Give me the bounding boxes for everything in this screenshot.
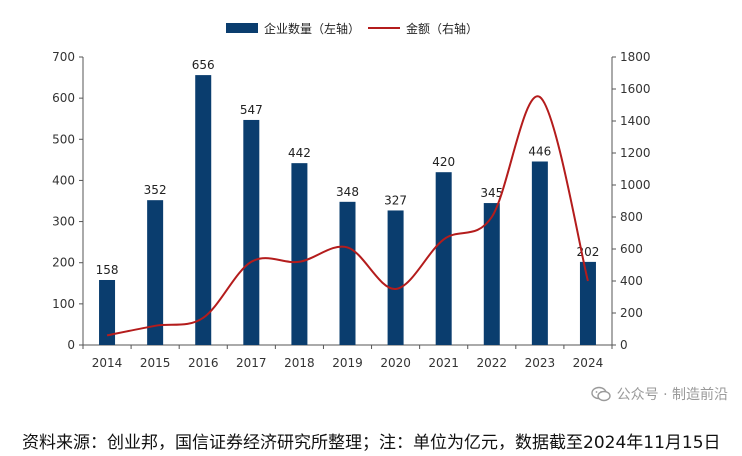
y-left-tick-label: 500: [52, 132, 75, 146]
y-left-tick-label: 300: [52, 215, 75, 229]
y-right-tick-label: 1800: [620, 50, 651, 64]
source-note: 资料来源：创业邦，国信证券经济研究所整理；注：单位为亿元，数据截至2024年11…: [22, 433, 721, 453]
bar: [483, 203, 500, 345]
x-tick-label: 2021: [428, 356, 459, 370]
bar: [99, 279, 116, 345]
bar-data-label: 348: [336, 185, 359, 199]
y-right-tick-label: 1000: [620, 178, 651, 192]
bar-data-label: 547: [240, 103, 263, 117]
y-right-tick-label: 1600: [620, 82, 651, 96]
y-left-tick-label: 700: [52, 50, 75, 64]
y-left-tick-label: 400: [52, 173, 75, 187]
y-right-tick-label: 600: [620, 242, 643, 256]
x-tick-label: 2017: [236, 356, 267, 370]
bar: [435, 172, 452, 345]
bar: [147, 200, 164, 345]
x-tick-label: 2019: [332, 356, 363, 370]
amount-line: [106, 95, 589, 337]
bar-data-label: 420: [432, 155, 455, 169]
y-right-tick-label: 1200: [620, 146, 651, 160]
x-tick-label: 2024: [573, 356, 604, 370]
bar-data-label: 442: [288, 146, 311, 160]
wechat-icon: [590, 386, 611, 402]
bar-data-label: 656: [192, 58, 215, 72]
bar-data-label: 446: [528, 145, 551, 159]
watermark-text: 公众号 · 制造前沿: [616, 387, 728, 403]
x-tick-label: 2018: [284, 356, 315, 370]
y-left-tick-label: 200: [52, 256, 75, 270]
y-right-tick-label: 800: [620, 210, 643, 224]
y-right-tick-label: 400: [620, 274, 643, 288]
legend-bar-swatch: [226, 23, 258, 33]
y-left-tick-label: 600: [52, 91, 75, 105]
bar: [339, 201, 356, 345]
bar-data-label: 345: [480, 186, 503, 200]
y-left-tick-label: 0: [67, 338, 75, 352]
x-tick-label: 2022: [476, 356, 507, 370]
y-right-tick-label: 200: [620, 306, 643, 320]
y-right-tick-label: 1400: [620, 114, 651, 128]
watermark: 公众号 · 制造前沿: [590, 384, 728, 404]
bar: [291, 163, 308, 345]
y-right-tick-label: 0: [620, 338, 628, 352]
bar-data-label: 352: [144, 183, 167, 197]
bar: [531, 161, 548, 345]
x-tick-label: 2014: [92, 356, 123, 370]
bar: [195, 75, 212, 346]
bar-data-label: 158: [96, 263, 119, 277]
x-tick-label: 2023: [525, 356, 556, 370]
bar: [579, 261, 596, 345]
bar: [387, 210, 404, 345]
x-tick-label: 2016: [188, 356, 219, 370]
bar-data-label: 327: [384, 193, 407, 207]
bar: [243, 119, 260, 345]
y-left-tick-label: 100: [52, 297, 75, 311]
legend-line-label: 金额（右轴）: [406, 21, 478, 36]
legend-bar-label: 企业数量（左轴）: [264, 21, 360, 36]
x-tick-label: 2015: [140, 356, 171, 370]
x-tick-label: 2020: [380, 356, 411, 370]
